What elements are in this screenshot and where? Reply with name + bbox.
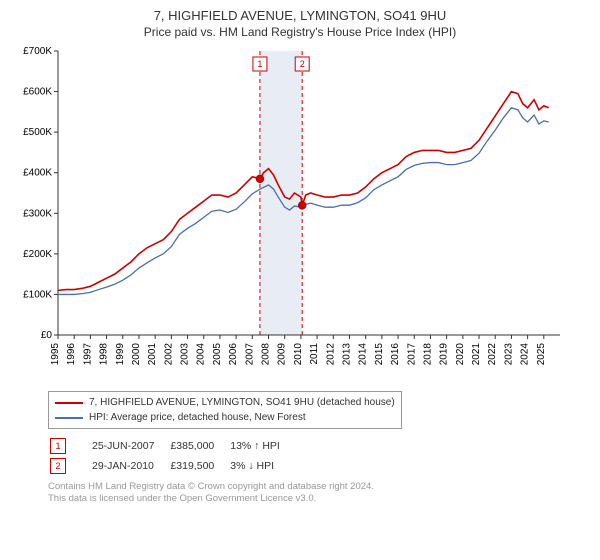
svg-text:1: 1: [257, 59, 262, 69]
sale-marker-box-2: 2: [50, 458, 66, 474]
svg-text:2023: 2023: [503, 343, 514, 366]
legend: 7, HIGHFIELD AVENUE, LYMINGTON, SO41 9HU…: [48, 391, 402, 429]
legend-swatch-hpi: [55, 417, 83, 419]
legend-label: HPI: Average price, detached house, New …: [89, 410, 306, 425]
svg-text:2008: 2008: [261, 343, 272, 366]
sale-date: 29-JAN-2010: [92, 457, 168, 475]
sales-table: 1 25-JUN-2007 £385,000 13% ↑ HPI 2 29-JA…: [48, 435, 296, 477]
svg-text:1995: 1995: [50, 343, 61, 366]
svg-text:2019: 2019: [439, 343, 450, 366]
svg-text:2011: 2011: [309, 343, 320, 365]
svg-text:1997: 1997: [82, 343, 93, 366]
sale-price: £385,000: [170, 437, 228, 455]
svg-text:2021: 2021: [471, 343, 482, 366]
svg-text:1998: 1998: [99, 343, 110, 366]
svg-text:£200K: £200K: [23, 249, 52, 260]
svg-text:2003: 2003: [180, 343, 191, 366]
svg-text:2024: 2024: [520, 343, 531, 366]
svg-text:2004: 2004: [196, 343, 207, 366]
svg-text:2015: 2015: [374, 343, 385, 366]
svg-text:2007: 2007: [244, 343, 255, 366]
legend-row: 7, HIGHFIELD AVENUE, LYMINGTON, SO41 9HU…: [55, 395, 395, 410]
svg-text:£0: £0: [41, 330, 53, 341]
chart-area: 1 2 £0 £100K £200K £300K £400K £500K £600K £700K 1…: [10, 45, 590, 385]
svg-text:£500K: £500K: [23, 127, 52, 138]
line-chart: 1 2 £0 £100K £200K £300K £400K £500K £600K £700K 1…: [10, 45, 570, 385]
sale-delta: 13% ↑ HPI: [230, 437, 294, 455]
svg-text:£600K: £600K: [23, 87, 52, 98]
svg-text:£400K: £400K: [23, 168, 52, 179]
sale-marker-box-1: 1: [50, 438, 66, 454]
svg-text:2020: 2020: [455, 343, 466, 366]
table-row: 1 25-JUN-2007 £385,000 13% ↑ HPI: [50, 437, 294, 455]
footnote-line: This data is licensed under the Open Gov…: [48, 493, 590, 505]
svg-text:£700K: £700K: [23, 46, 52, 57]
svg-text:2006: 2006: [228, 343, 239, 366]
chart-subtitle: Price paid vs. HM Land Registry's House …: [10, 25, 590, 39]
svg-text:2010: 2010: [293, 343, 304, 366]
svg-text:2014: 2014: [358, 343, 369, 366]
svg-text:2001: 2001: [147, 343, 158, 366]
svg-text:2000: 2000: [131, 343, 142, 366]
sale-price: £319,500: [170, 457, 228, 475]
svg-text:2022: 2022: [487, 343, 498, 366]
svg-text:2002: 2002: [163, 343, 174, 366]
svg-text:2009: 2009: [277, 343, 288, 366]
legend-label: 7, HIGHFIELD AVENUE, LYMINGTON, SO41 9HU…: [89, 395, 395, 410]
svg-text:£100K: £100K: [23, 289, 52, 300]
legend-row: HPI: Average price, detached house, New …: [55, 410, 395, 425]
footnote: Contains HM Land Registry data © Crown c…: [48, 481, 590, 506]
table-row: 2 29-JAN-2010 £319,500 3% ↓ HPI: [50, 457, 294, 475]
svg-text:2018: 2018: [422, 343, 433, 366]
svg-text:2017: 2017: [406, 343, 417, 366]
chart-title: 7, HIGHFIELD AVENUE, LYMINGTON, SO41 9HU: [10, 8, 590, 23]
svg-text:1999: 1999: [115, 343, 126, 366]
svg-text:2013: 2013: [341, 343, 352, 366]
sale-date: 25-JUN-2007: [92, 437, 168, 455]
svg-text:£300K: £300K: [23, 208, 52, 219]
svg-text:2025: 2025: [536, 343, 547, 366]
svg-text:2016: 2016: [390, 343, 401, 366]
svg-text:1996: 1996: [66, 343, 77, 366]
svg-text:2012: 2012: [325, 343, 336, 366]
svg-text:2005: 2005: [212, 343, 223, 366]
svg-text:2: 2: [300, 59, 305, 69]
footnote-line: Contains HM Land Registry data © Crown c…: [48, 481, 590, 493]
sale-delta: 3% ↓ HPI: [230, 457, 294, 475]
legend-swatch-property: [55, 402, 83, 404]
